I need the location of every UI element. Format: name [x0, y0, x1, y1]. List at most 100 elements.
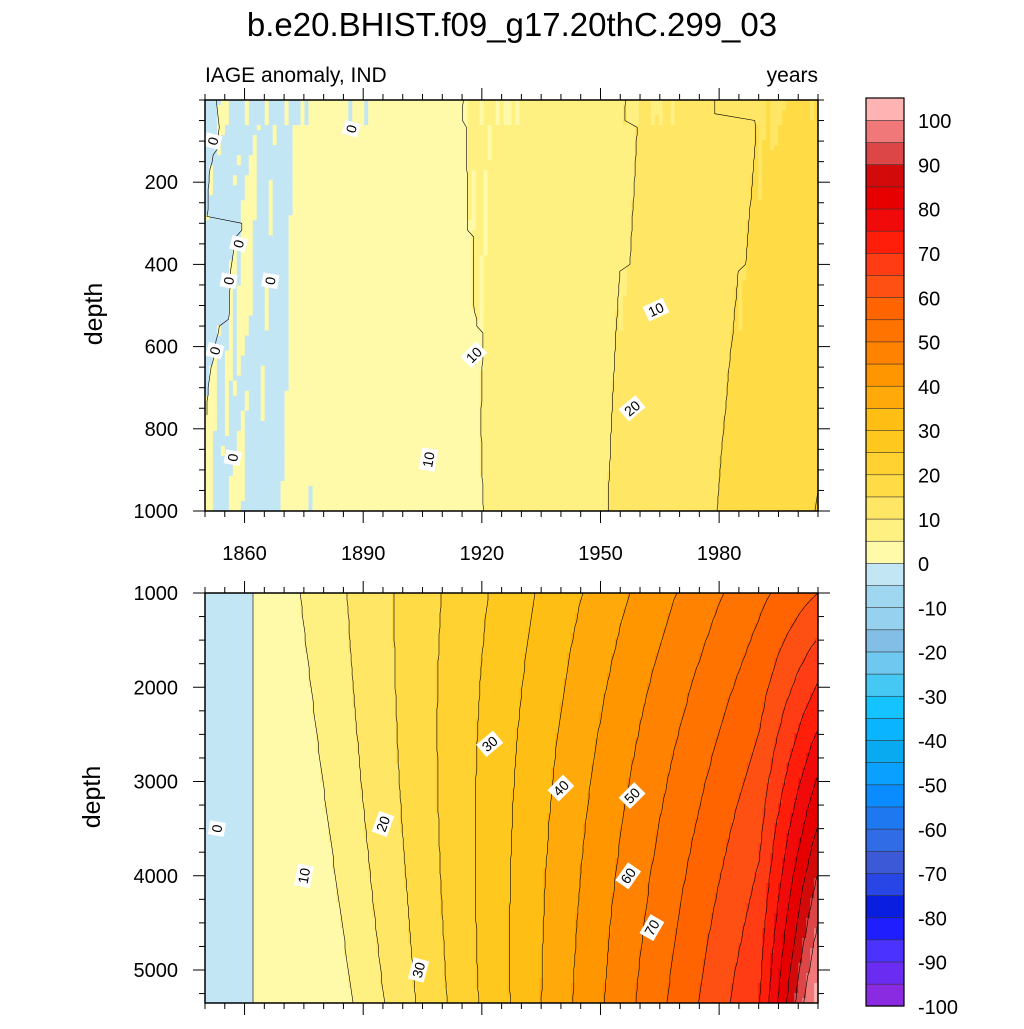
- upper-field-cell: [304, 405, 310, 412]
- upper-field-cell: [415, 445, 421, 452]
- upper-field-cell: [212, 500, 218, 507]
- upper-field-cell: [268, 345, 274, 352]
- upper-field-cell: [388, 425, 393, 432]
- upper-field-cell: [304, 220, 310, 226]
- upper-field-cell: [256, 400, 262, 407]
- upper-field-cell: [284, 190, 290, 196]
- upper-field-cell: [404, 450, 409, 457]
- upper-field-cell: [380, 490, 385, 497]
- upper-field-cell: [419, 490, 425, 497]
- upper-field-cell: [396, 355, 401, 362]
- upper-field-cell: [411, 280, 417, 287]
- upper-field-cell: [443, 135, 449, 141]
- upper-field-cell: [419, 250, 425, 256]
- upper-field-cell: [376, 350, 381, 357]
- upper-field-cell: [336, 190, 341, 196]
- upper-field-cell: [296, 385, 302, 392]
- upper-field-cell: [400, 470, 405, 477]
- upper-field-cell: [224, 255, 230, 261]
- upper-field-cell: [252, 375, 258, 382]
- upper-field-cell: [332, 120, 337, 126]
- upper-field-cell: [292, 350, 298, 357]
- upper-field-cell: [396, 115, 401, 121]
- upper-field-cell: [224, 380, 230, 387]
- upper-field-cell: [396, 125, 401, 131]
- upper-field-cell: [336, 415, 341, 422]
- upper-field-cell: [312, 435, 318, 442]
- upper-field-cell: [392, 280, 397, 287]
- upper-field-cell: [276, 235, 282, 241]
- upper-field-cell: [248, 305, 254, 312]
- upper-field-cell: [404, 275, 409, 282]
- upper-field-cell: [419, 335, 425, 342]
- upper-field-cell: [280, 405, 286, 412]
- upper-field-cell: [320, 120, 326, 126]
- upper-field-cell: [332, 425, 337, 432]
- upper-field-cell: [228, 360, 234, 367]
- upper-field-cell: [408, 225, 413, 231]
- upper-field-cell: [404, 350, 409, 357]
- upper-field-cell: [304, 365, 310, 372]
- upper-field-cell: [372, 420, 377, 427]
- upper-field-cell: [423, 140, 429, 146]
- upper-field-cell: [348, 345, 353, 352]
- upper-field-cell: [423, 110, 429, 116]
- upper-field-cell: [280, 500, 286, 507]
- upper-field-cell: [280, 225, 286, 231]
- upper-field-cell: [312, 175, 318, 181]
- upper-field-cell: [248, 355, 254, 362]
- upper-field-cell: [220, 360, 226, 367]
- upper-field-cell: [423, 135, 429, 141]
- upper-field-cell: [228, 370, 234, 377]
- upper-field-cell: [396, 140, 401, 146]
- upper-field-cell: [264, 410, 270, 417]
- upper-field-cell: [392, 325, 397, 332]
- upper-field-cell: [304, 210, 310, 216]
- upper-field-cell: [264, 445, 270, 452]
- upper-field-cell: [384, 505, 389, 511]
- upper-field-cell: [284, 225, 290, 231]
- upper-field-cell: [252, 335, 258, 342]
- upper-field-cell: [228, 330, 234, 337]
- upper-field-cell: [236, 250, 242, 256]
- upper-field-cell: [368, 445, 373, 452]
- upper-field-cell: [376, 490, 381, 497]
- upper-field-cell: [348, 250, 353, 256]
- upper-field-cell: [205, 175, 210, 181]
- upper-field-cell: [340, 220, 345, 226]
- upper-field-cell: [276, 495, 282, 502]
- upper-field-cell: [272, 435, 278, 442]
- upper-field-cell: [308, 485, 314, 492]
- upper-field-cell: [268, 185, 274, 191]
- upper-field-cell: [312, 195, 318, 201]
- upper-field-cell: [439, 185, 445, 191]
- upper-field-cell: [435, 325, 441, 332]
- upper-field-cell: [324, 425, 329, 432]
- upper-field-cell: [280, 450, 286, 457]
- upper-field-cell: [427, 105, 433, 111]
- upper-field-cell: [360, 290, 365, 297]
- upper-field-cell: [264, 235, 270, 241]
- upper-field-cell: [276, 500, 282, 507]
- upper-field-cell: [252, 380, 258, 387]
- upper-field-cell: [336, 505, 341, 511]
- upper-field-cell: [384, 365, 389, 372]
- upper-field-cell: [272, 165, 278, 171]
- upper-field-cell: [228, 270, 234, 277]
- upper-field-cell: [404, 210, 409, 216]
- upper-field-cell: [372, 410, 377, 417]
- upper-field-cell: [248, 495, 254, 502]
- upper-field-cell: [348, 190, 353, 196]
- upper-field-cell: [344, 345, 349, 352]
- upper-field-cell: [284, 405, 290, 412]
- upper-field-cell: [364, 405, 369, 412]
- upper-field-cell: [328, 170, 333, 176]
- upper-field-cell: [344, 505, 349, 511]
- upper-field-cell: [419, 390, 425, 397]
- upper-field-cell: [264, 325, 270, 332]
- upper-field-cell: [312, 215, 318, 221]
- upper-field-cell: [288, 365, 294, 372]
- upper-field-cell: [336, 390, 341, 397]
- upper-field-cell: [415, 395, 421, 402]
- upper-field-cell: [288, 450, 294, 457]
